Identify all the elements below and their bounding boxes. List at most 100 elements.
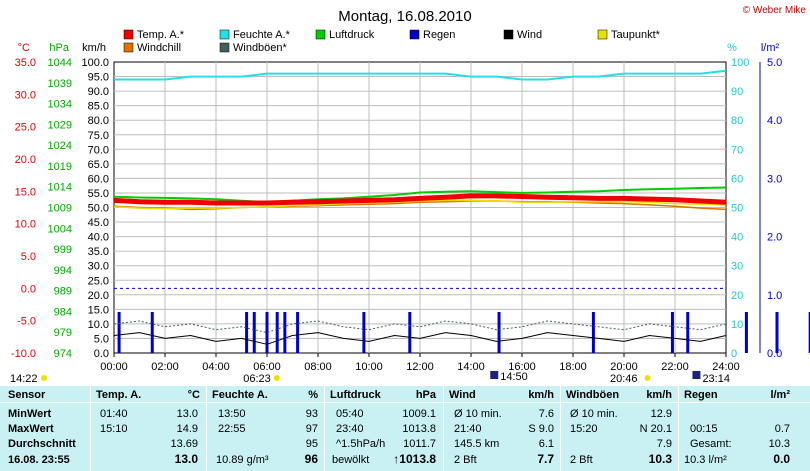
gust-beaufort: 2 Bft bbox=[570, 454, 593, 466]
rain-bar bbox=[275, 312, 279, 353]
rain-tick-label: 5.0 bbox=[767, 57, 782, 69]
wind-tick-label: 55.0 bbox=[88, 188, 109, 200]
header-pressure-unit: hPa bbox=[415, 389, 436, 401]
left-time-label: 14:22 bbox=[10, 373, 38, 385]
temp-tick-label: -10.0 bbox=[11, 348, 36, 360]
wind-tick-label: 10.0 bbox=[88, 319, 109, 331]
x-tick-label: 08:00 bbox=[304, 361, 332, 373]
rain-tick-label: 2.0 bbox=[767, 232, 782, 244]
temp-time: 01:40 bbox=[100, 408, 128, 420]
pressure-tick-label: 999 bbox=[54, 244, 72, 256]
wind-tick-label: 65.0 bbox=[88, 159, 109, 171]
pressure-value: 1009.1 bbox=[402, 408, 436, 420]
rain-tick-label: 3.0 bbox=[767, 173, 782, 185]
statistics-table: Sensor Temp. A. °C Feuchte A. % Luftdruc… bbox=[0, 386, 810, 471]
row-label: MinWert bbox=[8, 408, 52, 420]
wind-tick-label: 60.0 bbox=[88, 173, 109, 185]
moonrise-icon bbox=[490, 371, 499, 379]
wind-current: 7.7 bbox=[537, 452, 554, 466]
humidity-time: 13:50 bbox=[218, 408, 246, 420]
unit-wind: km/h bbox=[82, 42, 106, 54]
humidity-tick-label: 100 bbox=[731, 57, 749, 69]
wind-tick-label: 35.0 bbox=[88, 246, 109, 258]
row-label: 16.08. 23:55 bbox=[8, 454, 70, 466]
rain-value: 10.3 bbox=[768, 438, 790, 450]
x-tick-label: 12:00 bbox=[406, 361, 434, 373]
pressure-tick-label: 1034 bbox=[48, 99, 72, 111]
legend-swatch bbox=[409, 29, 420, 40]
wind-value: 6.1 bbox=[538, 438, 554, 450]
humidity-tick-label: 40 bbox=[731, 232, 743, 244]
legend-label: Temp. A.* bbox=[137, 29, 185, 41]
pressure-tick-label: 1014 bbox=[48, 182, 72, 194]
series-wind bbox=[113, 332, 727, 345]
rain-bar bbox=[245, 312, 249, 353]
x-tick-label: 06:00 bbox=[253, 361, 281, 373]
axes: 35.0 30.0 25.0 20.0 15.0 10.0 5.0 0.0 -5.0 -10.0 1… bbox=[11, 57, 782, 373]
temp-value: 13.0 bbox=[176, 408, 198, 420]
humidity-tick-label: 80 bbox=[731, 115, 743, 127]
series-luftdruck bbox=[113, 186, 727, 204]
humidity-current: 96 bbox=[304, 452, 318, 466]
rain-bar bbox=[117, 312, 121, 353]
pressure-tick-label: 984 bbox=[54, 306, 72, 318]
wind-distance: 145.5 km bbox=[454, 438, 500, 450]
pressure-tick-label: 1044 bbox=[48, 57, 72, 69]
header-wind-unit: km/h bbox=[528, 389, 554, 401]
x-tick-label: 20:00 bbox=[610, 361, 638, 373]
header-rain: Regen bbox=[684, 389, 718, 401]
legend-swatch bbox=[315, 29, 326, 40]
rain-bar bbox=[808, 312, 810, 353]
x-tick-label: 22:00 bbox=[661, 361, 689, 373]
rain-tick-label: 1.0 bbox=[767, 290, 782, 302]
pressure-trend: ^1.5hPa/h bbox=[336, 438, 386, 450]
header-sensor: Sensor bbox=[8, 389, 46, 401]
humidity-tick-label: 20 bbox=[731, 290, 743, 302]
moonset-icon bbox=[692, 371, 701, 379]
humidity-time: 22:55 bbox=[218, 423, 246, 435]
x-tick-label: 14:00 bbox=[457, 361, 485, 373]
sun-moon-markers: 14:22 06:23 20:46 14:50 23:14 bbox=[10, 371, 730, 385]
rain-bar bbox=[150, 312, 154, 353]
temp-tick-label: 0.0 bbox=[21, 283, 36, 295]
wind-tick-label: 45.0 bbox=[88, 217, 109, 229]
header-rain-unit: l/m² bbox=[770, 389, 790, 401]
rain-bar bbox=[283, 312, 287, 353]
rain-total: 10.3 l/m² bbox=[684, 454, 727, 466]
rain-bar bbox=[362, 312, 366, 353]
legend: Temp. A.* Feuchte A.* Luftdruck Regen Wind Ta… bbox=[123, 29, 661, 54]
rain-bars bbox=[117, 312, 810, 353]
weather-forecast: bewölkt bbox=[332, 454, 370, 466]
moonrise-label: 14:50 bbox=[500, 371, 528, 383]
wind-tick-label: 50.0 bbox=[88, 203, 109, 215]
humidity-value: 97 bbox=[305, 423, 318, 435]
gust-current: 10.3 bbox=[648, 452, 672, 466]
legend-swatch bbox=[123, 29, 134, 40]
x-tick-label: 24:00 bbox=[712, 361, 740, 373]
rain-bar bbox=[591, 312, 595, 353]
wind-beaufort: 2 Bft bbox=[454, 454, 477, 466]
temp-tick-label: 35.0 bbox=[15, 57, 36, 69]
header-gust-unit: km/h bbox=[646, 389, 672, 401]
pressure-tick-label: 1009 bbox=[48, 203, 72, 215]
rain-bar bbox=[408, 312, 412, 353]
temp-tick-label: -5.0 bbox=[17, 316, 36, 328]
col-divider bbox=[206, 386, 207, 471]
sunset-icon bbox=[644, 375, 651, 381]
weather-chart: Montag, 16.08.2010 © Weber Mike °C hPa k… bbox=[10, 5, 810, 385]
wind-value: 7.6 bbox=[538, 408, 554, 420]
wind-tick-label: 75.0 bbox=[88, 130, 109, 142]
wind-tick-label: 100.0 bbox=[81, 57, 109, 69]
wind-tick-label: 95.0 bbox=[88, 72, 109, 84]
humidity-tick-label: 0 bbox=[731, 348, 737, 360]
pressure-time: 23:40 bbox=[336, 423, 364, 435]
header-humidity: Feuchte A. bbox=[212, 389, 268, 401]
wind-tick-label: 15.0 bbox=[88, 304, 109, 316]
wind-tick-label: 20.0 bbox=[88, 290, 109, 302]
rain-bar bbox=[686, 312, 690, 353]
header-temp-unit: °C bbox=[187, 389, 200, 401]
gust-value: N 20.1 bbox=[639, 423, 672, 435]
legend-label: Luftdruck bbox=[329, 29, 375, 41]
wind-tick-label: 80.0 bbox=[88, 115, 109, 127]
humidity-tick-label: 60 bbox=[731, 173, 743, 185]
